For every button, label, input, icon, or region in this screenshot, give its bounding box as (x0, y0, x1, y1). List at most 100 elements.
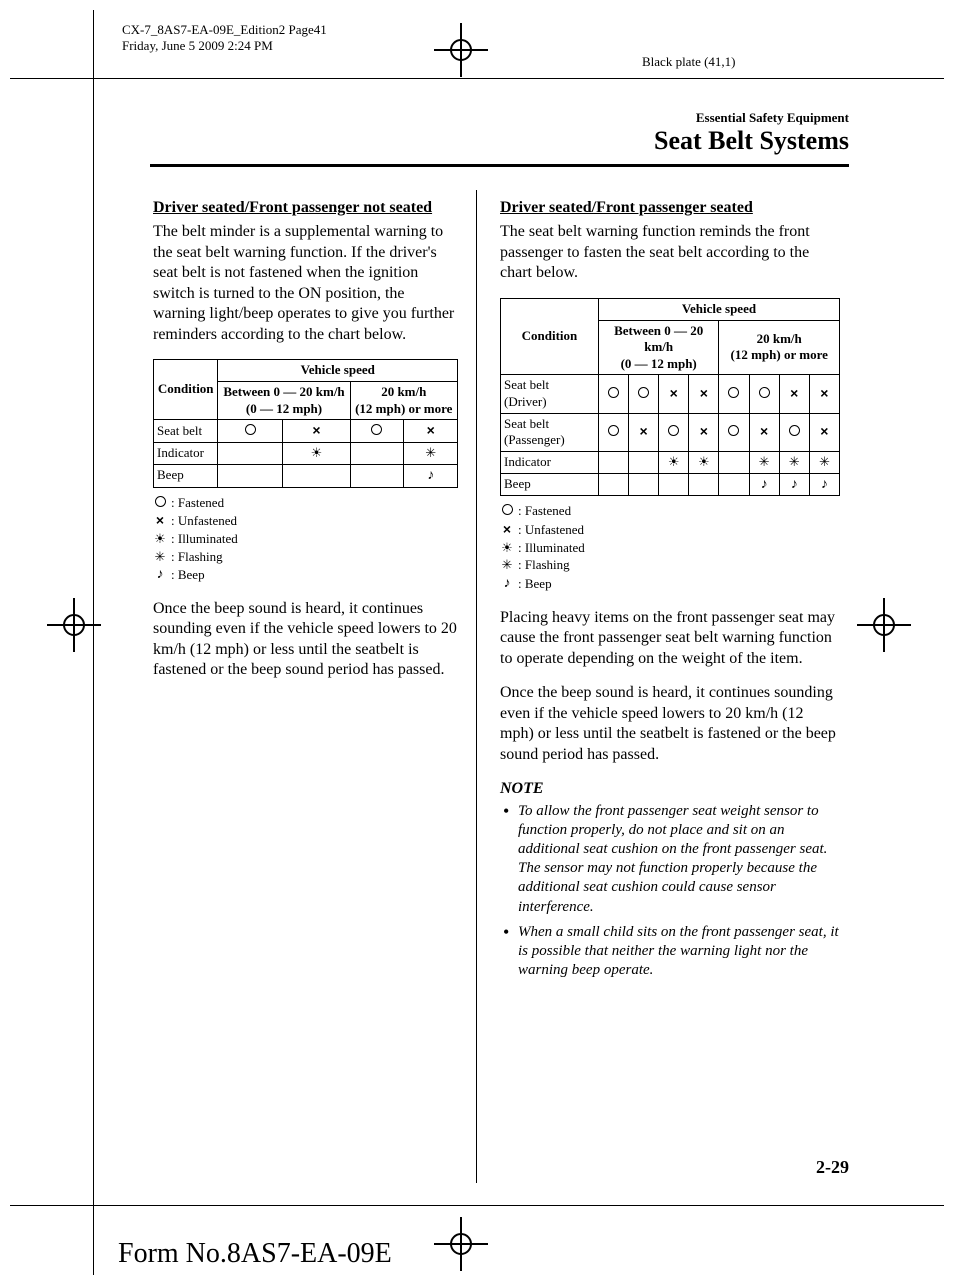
fastened-icon (668, 425, 679, 436)
legend-item: ☀ : Illuminated (153, 530, 458, 548)
row-label: Seat belt (Passenger) (501, 413, 599, 451)
cell: × (809, 375, 839, 413)
table-row: Indicator☀☀✳✳✳ (501, 451, 840, 473)
cell: × (689, 413, 719, 451)
unfastened-icon: × (700, 423, 708, 439)
legend-item: : Fastened (500, 502, 840, 520)
note-list: To allow the front passenger seat weight… (500, 802, 840, 981)
crop-mark-left (63, 614, 85, 641)
flashing-icon: ✳ (155, 549, 166, 564)
th-col2: 20 km/h (12 mph) or more (719, 320, 840, 375)
cell (719, 375, 749, 413)
fastened-icon (155, 496, 166, 507)
unfastened-icon: × (700, 385, 708, 401)
illuminated-icon: ☀ (154, 531, 166, 546)
fastened-icon (638, 387, 649, 398)
cell (749, 375, 779, 413)
crop-mark-right (873, 614, 895, 641)
form-number: Form No.8AS7-EA-09E (118, 1238, 392, 1270)
cell (218, 420, 283, 443)
th-col1: Between 0 — 20 km/h (0 — 12 mph) (218, 381, 350, 419)
cell: × (689, 375, 719, 413)
fastened-icon (371, 424, 382, 435)
cell: ♪ (404, 464, 458, 487)
cell: × (629, 413, 659, 451)
legend-item: ×: Unfastened (500, 520, 840, 539)
beep-icon: ♪ (157, 567, 164, 582)
legend-item: : Fastened (153, 494, 458, 512)
flashing-icon: ✳ (789, 454, 800, 469)
cell: ☀ (689, 451, 719, 473)
cell (283, 464, 350, 487)
table-row: Seat belt (Passenger) × × × × (501, 413, 840, 451)
unfastened-icon: × (760, 423, 768, 439)
beep-icon: ♪ (761, 477, 768, 492)
cell: ✳ (779, 451, 809, 473)
unfastened-icon: × (427, 422, 435, 438)
table-row: Seat belt × × (154, 420, 458, 443)
cell (719, 473, 749, 496)
cell (598, 473, 628, 496)
beep-icon: ♪ (821, 477, 828, 492)
right-table-body: Seat belt (Driver)××××Seat belt (Passeng… (501, 375, 840, 496)
header-category: Essential Safety Equipment (654, 110, 849, 126)
legend-text: : Fastened (171, 494, 224, 512)
cell: × (809, 413, 839, 451)
fastened-icon (789, 425, 800, 436)
crop-mark-top (450, 39, 472, 66)
legend-item: ✳ : Flashing (153, 548, 458, 566)
th-col1: Between 0 — 20 km/h (0 — 12 mph) (598, 320, 719, 375)
left-subhead: Driver seated/Front passenger not seated (153, 198, 458, 218)
legend-item: ♪: Beep (500, 574, 840, 594)
cell (598, 451, 628, 473)
legend-text: : Illuminated (518, 539, 585, 557)
cell (659, 413, 689, 451)
row-label: Indicator (154, 443, 218, 465)
cell (629, 473, 659, 496)
illuminated-icon: ☀ (311, 445, 323, 460)
cell: ☀ (283, 443, 350, 465)
note-item: To allow the front passenger seat weight… (518, 802, 840, 917)
note-item: When a small child sits on the front pas… (518, 923, 840, 981)
legend-text: : Flashing (518, 556, 570, 574)
header-rule (150, 164, 849, 167)
cell (598, 375, 628, 413)
th-condition: Condition (154, 360, 218, 420)
unfastened-icon: × (156, 512, 164, 528)
cell (659, 473, 689, 496)
crop-line-left (93, 10, 94, 1275)
page-meta: CX-7_8AS7-EA-09E_Edition2 Page41 Friday,… (122, 22, 327, 55)
legend-text: : Illuminated (171, 530, 238, 548)
row-label: Seat belt (154, 420, 218, 443)
left-table-body: Seat belt × × Indicator ☀ ✳ Beep♪ (154, 420, 458, 487)
beep-icon: ♪ (504, 576, 511, 591)
unfastened-icon: × (670, 385, 678, 401)
left-para1: The belt minder is a supplemental warnin… (153, 222, 458, 345)
right-table: Condition Vehicle speed Between 0 — 20 k… (500, 298, 840, 497)
right-para1: The seat belt warning function reminds t… (500, 222, 840, 283)
page-number: 2-29 (816, 1157, 849, 1178)
cell: × (779, 375, 809, 413)
flashing-icon: ✳ (425, 445, 436, 460)
right-subhead: Driver seated/Front passenger seated (500, 198, 840, 218)
row-label: Indicator (501, 451, 599, 473)
th-speed: Vehicle speed (598, 298, 839, 320)
page-meta-line2: Friday, June 5 2009 2:24 PM (122, 38, 327, 54)
unfastened-icon: × (820, 423, 828, 439)
crop-mark-bottom (450, 1233, 472, 1260)
page-meta-line1: CX-7_8AS7-EA-09E_Edition2 Page41 (122, 22, 327, 38)
row-label: Beep (501, 473, 599, 496)
unfastened-icon: × (640, 423, 648, 439)
legend-item: ☀: Illuminated (500, 539, 840, 557)
unfastened-icon: × (312, 422, 320, 438)
cell: ✳ (749, 451, 779, 473)
table-row: Beep♪ (154, 464, 458, 487)
crop-line-top (10, 78, 944, 79)
th-col2: 20 km/h (12 mph) or more (350, 381, 457, 419)
legend-text: : Flashing (171, 548, 223, 566)
legend-text: : Unfastened (171, 512, 237, 530)
fastened-icon (728, 387, 739, 398)
right-para3: Once the beep sound is heard, it continu… (500, 683, 840, 765)
fastened-icon (502, 504, 513, 515)
crop-line-bottom (10, 1205, 944, 1206)
